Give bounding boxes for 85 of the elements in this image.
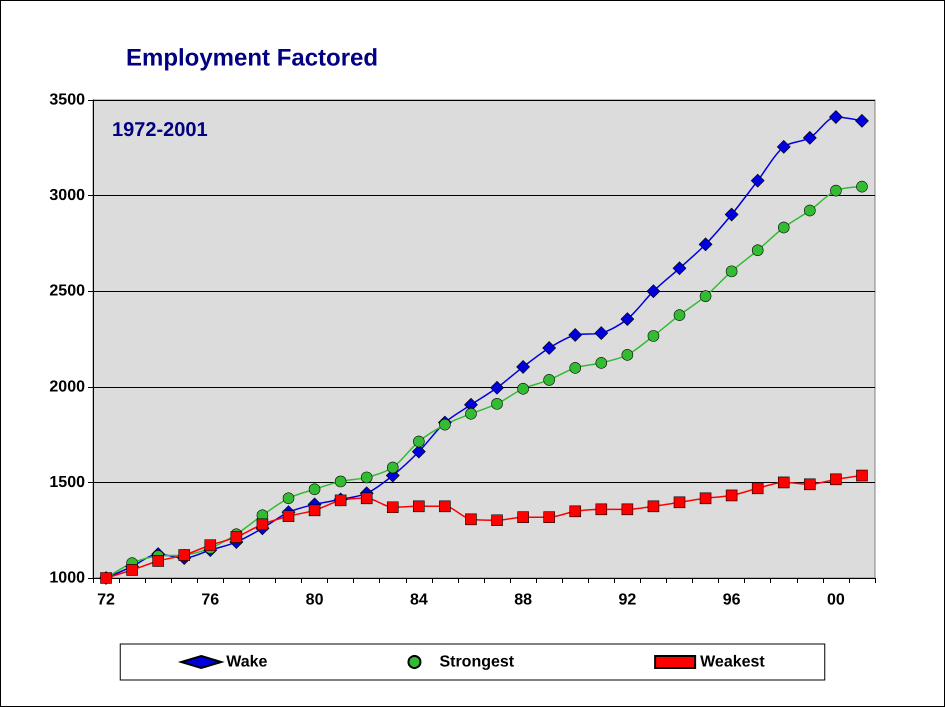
x-tick-label: 00 <box>827 592 845 608</box>
point <box>491 514 503 526</box>
point <box>490 380 504 395</box>
point <box>672 261 686 276</box>
point <box>386 501 399 514</box>
point <box>152 555 164 567</box>
point <box>568 328 582 342</box>
y-tick-label: 1500 <box>49 474 86 491</box>
x-tick-label: 72 <box>97 592 116 608</box>
y-tick-label: 2500 <box>49 282 86 300</box>
point <box>726 490 738 502</box>
point <box>594 326 608 340</box>
point <box>648 330 660 342</box>
point <box>126 564 138 576</box>
y-tick-label: 3500 <box>49 92 86 108</box>
y-tick-label: 2000 <box>49 378 86 396</box>
point <box>256 518 268 530</box>
point <box>542 341 556 355</box>
point <box>804 478 816 490</box>
point <box>516 360 530 374</box>
y-tick-label: 3000 <box>49 187 86 204</box>
chart-title: Employment Factored <box>126 44 378 72</box>
point <box>750 174 764 188</box>
point <box>752 482 764 494</box>
point <box>804 204 816 216</box>
point <box>622 349 634 361</box>
point <box>778 476 790 488</box>
point <box>569 362 582 374</box>
point <box>674 309 686 321</box>
point <box>465 408 477 420</box>
point <box>413 500 425 512</box>
point <box>776 140 791 154</box>
point <box>648 500 660 512</box>
point <box>386 462 399 474</box>
point <box>646 284 660 298</box>
point <box>698 238 712 252</box>
point <box>674 496 686 508</box>
point <box>855 114 869 128</box>
x-tick-label: 84 <box>410 592 428 608</box>
point <box>700 290 712 302</box>
point <box>830 184 842 196</box>
point <box>517 382 529 395</box>
x-tick-label: 96 <box>722 592 741 608</box>
point <box>543 374 555 386</box>
point <box>778 222 790 234</box>
point <box>439 418 451 430</box>
point <box>596 357 608 369</box>
point <box>856 180 868 192</box>
point <box>308 504 320 516</box>
legend-label: Strongest <box>439 654 515 670</box>
point <box>829 110 843 124</box>
point <box>700 492 712 504</box>
legend-label: Weakest <box>700 654 766 670</box>
point <box>360 492 372 504</box>
point <box>543 511 555 523</box>
point <box>413 436 425 448</box>
point <box>726 266 738 278</box>
y-tick-label: 1000 <box>49 570 86 586</box>
legend-label: Wake <box>226 654 268 670</box>
point <box>282 492 294 504</box>
x-tick-label: 92 <box>618 592 636 608</box>
point <box>360 472 372 484</box>
point <box>724 208 738 222</box>
point <box>803 131 817 145</box>
point <box>308 483 320 496</box>
x-tick-label: 80 <box>306 592 324 608</box>
point <box>282 510 294 522</box>
point <box>569 505 582 518</box>
x-tick-label: 88 <box>514 592 532 608</box>
point <box>517 511 529 523</box>
point <box>856 470 868 482</box>
point <box>491 398 503 410</box>
point <box>830 474 842 486</box>
x-tick-label: 76 <box>201 592 220 608</box>
annotation: 1972-2001 <box>112 119 208 141</box>
point <box>622 504 634 516</box>
point <box>752 244 764 256</box>
point <box>412 444 426 458</box>
point <box>596 504 608 516</box>
point <box>465 514 477 526</box>
point <box>230 531 242 543</box>
point <box>439 500 451 512</box>
point <box>204 539 216 551</box>
point <box>334 476 346 488</box>
point <box>620 312 634 326</box>
